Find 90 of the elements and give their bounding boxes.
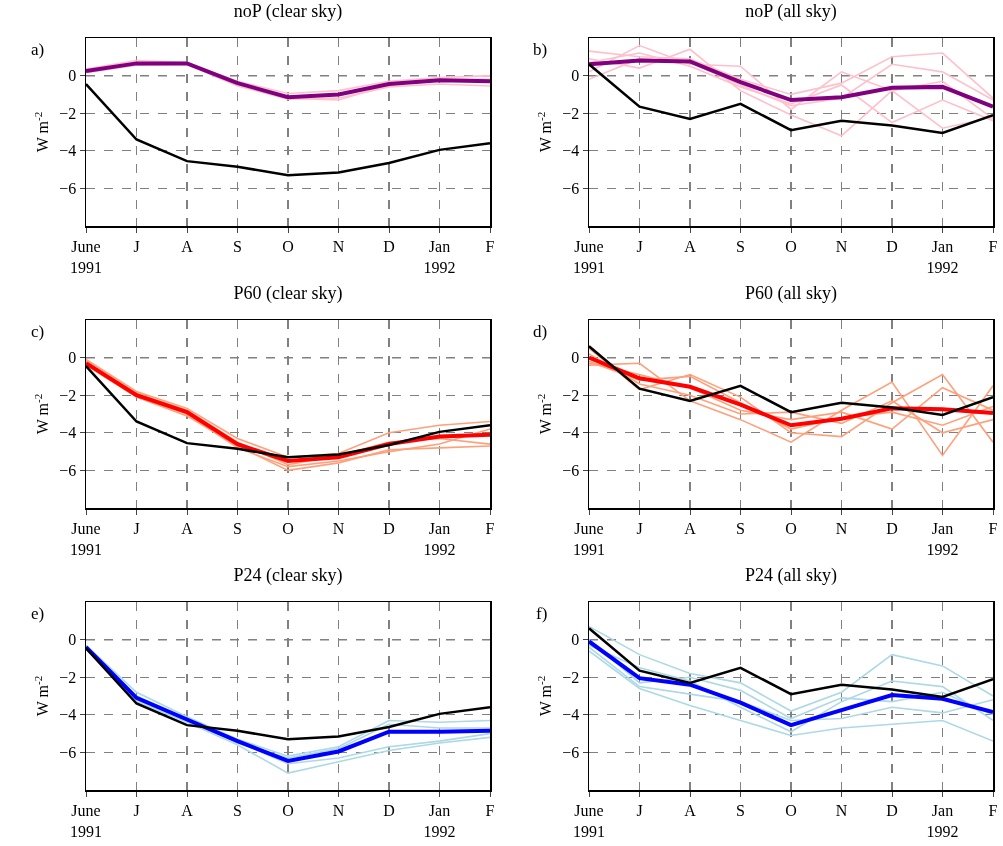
y-tick-label: −6 [562, 744, 580, 761]
x-tick-label: Jan 1992 [926, 237, 959, 276]
y-tick-label: −6 [59, 744, 77, 761]
x-tick-label: A [181, 237, 194, 255]
x-tick-label: O [785, 519, 797, 537]
x-tick-label: June 1991 [573, 519, 605, 558]
y-tick-label: −2 [562, 104, 580, 122]
y-tick-label: −2 [562, 386, 580, 404]
chart-title: P24 (all sky) [745, 564, 837, 586]
y-tick-label: −4 [59, 142, 77, 160]
x-tick-label: S [736, 237, 745, 255]
x-tick-label: Jan 1992 [423, 519, 456, 558]
y-tick-label: −4 [562, 706, 580, 724]
chart-title: P24 (clear sky) [233, 564, 343, 586]
y-tick-label: 0 [571, 349, 580, 367]
x-tick-label: N [835, 801, 848, 819]
x-tick-label: J [636, 519, 643, 537]
y-tick-label: −2 [59, 386, 77, 404]
x-tick-label: A [684, 801, 697, 819]
x-tick-label: D [886, 237, 898, 255]
x-tick-label: A [181, 801, 194, 819]
text: b) [533, 40, 548, 59]
x-tick-label: June 1991 [573, 801, 605, 840]
x-tick-label: F [988, 237, 998, 255]
x-tick-label: S [233, 519, 242, 537]
x-tick-label: D [886, 519, 898, 537]
x-tick-label: F [988, 801, 998, 819]
x-tick-label: F [485, 237, 495, 255]
y-tick-label: −4 [59, 706, 77, 724]
x-tick-label: J [636, 801, 643, 819]
y-tick-label: −2 [562, 668, 580, 686]
y-tick-label: −4 [59, 424, 77, 442]
x-tick-label: Jan 1992 [926, 801, 959, 840]
x-tick-label: O [282, 801, 294, 819]
x-tick-label: N [332, 237, 345, 255]
y-tick-label: 0 [571, 67, 580, 85]
x-tick-label: J [133, 519, 140, 537]
x-tick-label: N [835, 237, 848, 255]
x-tick-label: June 1991 [573, 237, 605, 276]
x-tick-label: F [988, 519, 998, 537]
x-tick-label: S [233, 237, 242, 255]
x-tick-label: O [282, 237, 294, 255]
x-tick-label: Jan 1992 [423, 237, 456, 276]
x-tick-label: A [181, 519, 194, 537]
chart-title: P60 (all sky) [745, 282, 837, 304]
y-tick-label: −2 [59, 668, 77, 686]
x-tick-label: J [636, 237, 643, 255]
x-tick-label: J [133, 237, 140, 255]
text: c) [31, 322, 45, 341]
x-tick-label: N [835, 519, 848, 537]
x-tick-label: D [383, 801, 395, 819]
y-tick-label: 0 [571, 631, 580, 649]
x-tick-label: S [233, 801, 242, 819]
x-tick-label: A [684, 519, 697, 537]
y-tick-label: 0 [68, 631, 77, 649]
x-tick-label: June 1991 [70, 237, 102, 276]
x-tick-label: S [736, 801, 745, 819]
y-tick-label: −6 [59, 180, 77, 197]
x-tick-label: A [684, 237, 697, 255]
x-tick-label: Jan 1992 [926, 519, 959, 558]
y-tick-label: 0 [68, 67, 77, 85]
chart-title: P60 (clear sky) [233, 282, 343, 304]
x-tick-label: F [485, 801, 495, 819]
x-tick-label: D [383, 237, 395, 255]
x-tick-label: June 1991 [70, 801, 102, 840]
y-tick-label: −6 [562, 462, 580, 479]
x-tick-label: O [785, 237, 797, 255]
text: e) [31, 604, 45, 623]
text: f) [536, 604, 548, 623]
x-tick-label: J [133, 801, 140, 819]
chart-title: noP (all sky) [745, 0, 837, 22]
y-tick-label: −6 [59, 462, 77, 479]
x-tick-label: D [886, 801, 898, 819]
y-tick-label: −4 [562, 142, 580, 160]
chart-title: noP (clear sky) [233, 0, 343, 22]
text: a) [31, 40, 45, 59]
x-tick-label: N [332, 801, 345, 819]
x-tick-label: D [383, 519, 395, 537]
x-tick-label: O [785, 801, 797, 819]
x-tick-label: S [736, 519, 745, 537]
y-tick-label: −2 [59, 104, 77, 122]
y-tick-label: −6 [562, 180, 580, 197]
y-tick-label: −4 [562, 424, 580, 442]
x-tick-label: O [282, 519, 294, 537]
x-tick-label: June 1991 [70, 519, 102, 558]
x-tick-label: N [332, 519, 345, 537]
y-tick-label: 0 [68, 349, 77, 367]
text: d) [533, 322, 548, 341]
x-tick-label: F [485, 519, 495, 537]
x-tick-label: Jan 1992 [423, 801, 456, 840]
